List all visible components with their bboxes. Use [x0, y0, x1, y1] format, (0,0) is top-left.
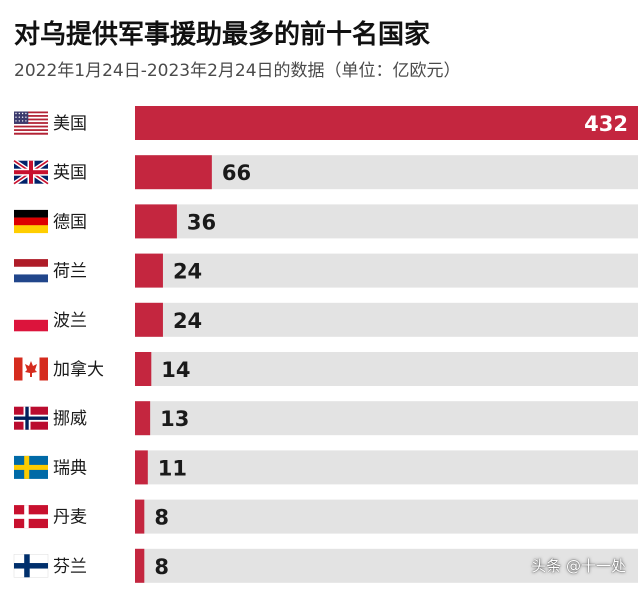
- bar: [135, 302, 163, 337]
- watermark: 头条 @十一处: [531, 557, 626, 575]
- us-flag-icon: [14, 111, 48, 135]
- bar-track: [135, 204, 638, 239]
- bar: [135, 204, 177, 239]
- category-label: 挪威: [53, 409, 87, 429]
- bar-row: 挪威 13: [14, 401, 638, 436]
- data-label: 24: [173, 260, 202, 284]
- category-label: 加拿大: [53, 359, 104, 380]
- bar-row: 加拿大 14: [14, 352, 638, 386]
- category-label: 英国: [53, 163, 87, 183]
- bar-row: 瑞典 11: [14, 450, 638, 485]
- bar: [135, 450, 148, 485]
- bar-track: [135, 253, 638, 288]
- uk-flag-icon: [12, 158, 50, 186]
- bar-track: [135, 302, 638, 337]
- netherlands-flag-icon: [14, 259, 48, 283]
- bar-row: 荷兰 24: [14, 253, 638, 288]
- category-label: 丹麦: [53, 508, 87, 528]
- category-label: 荷兰: [53, 262, 87, 282]
- bar: [135, 401, 151, 436]
- bar-row: 德国 36: [14, 204, 638, 239]
- bar: [135, 499, 145, 534]
- bar-track: [135, 450, 638, 485]
- bar-track: [135, 352, 638, 386]
- category-label: 美国: [53, 114, 87, 134]
- bar: [135, 155, 212, 190]
- category-label: 芬兰: [53, 557, 87, 577]
- data-label: 66: [222, 161, 251, 185]
- category-label: 波兰: [53, 311, 87, 331]
- chart-subtitle: 2022年1月24日-2023年2月24日的数据（单位：亿欧元）: [14, 61, 461, 81]
- chart-title: 对乌提供军事援助最多的前十名国家: [14, 20, 431, 50]
- data-label: 8: [154, 506, 169, 530]
- data-label: 8: [154, 555, 169, 579]
- data-label: 14: [161, 358, 190, 382]
- bar: [135, 352, 152, 386]
- denmark-flag-icon: [14, 505, 48, 529]
- norway-flag-icon: [14, 406, 48, 430]
- bar-row: 波兰 24: [14, 302, 638, 337]
- canada-flag-icon: [14, 357, 48, 381]
- data-label: 36: [187, 210, 216, 234]
- bar-track: [135, 499, 638, 534]
- bar-track: [135, 548, 638, 583]
- bar-row: 芬兰 8: [13, 548, 638, 583]
- bar: [135, 548, 145, 583]
- data-label: 11: [158, 456, 187, 480]
- category-label: 德国: [53, 212, 87, 232]
- data-label: 24: [173, 309, 202, 333]
- germany-flag-icon: [14, 209, 48, 234]
- bar: [135, 253, 163, 288]
- sweden-flag-icon: [14, 455, 48, 479]
- bar-track: [135, 155, 638, 190]
- data-label: 13: [160, 407, 189, 431]
- bar-row: 美国 432: [14, 106, 638, 140]
- bar-track: [135, 401, 638, 436]
- bar: [135, 106, 638, 140]
- bar-row: 丹麦 8: [14, 499, 638, 534]
- finland-flag-icon: [13, 554, 49, 578]
- category-label: 瑞典: [53, 458, 87, 478]
- poland-flag-icon: [14, 308, 48, 332]
- bar-row: 英国 66: [12, 155, 638, 190]
- data-label: 432: [584, 112, 628, 136]
